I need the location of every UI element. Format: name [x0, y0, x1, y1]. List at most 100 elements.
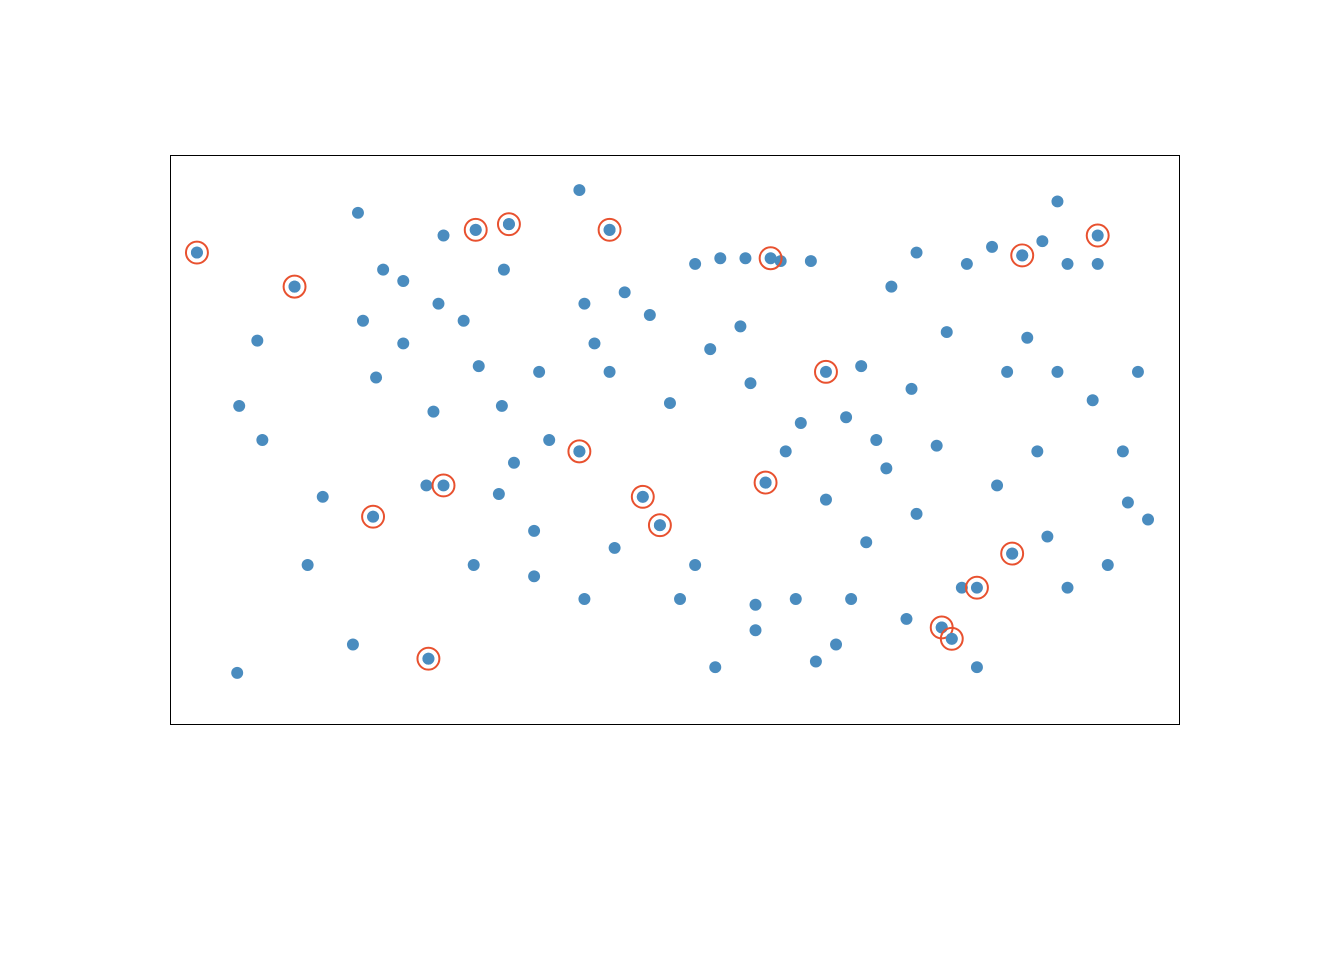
scatter-point: [438, 230, 450, 242]
scatter-point: [689, 559, 701, 571]
scatter-point: [1132, 366, 1144, 378]
scatter-point: [1051, 195, 1063, 207]
scatter-point: [533, 366, 545, 378]
highlight-rings: [186, 213, 1109, 669]
scatter-point: [377, 264, 389, 276]
highlight-point: [573, 445, 585, 457]
highlight-point: [637, 491, 649, 503]
scatter-point: [231, 667, 243, 679]
scatter-point: [845, 593, 857, 605]
scatter-point: [870, 434, 882, 446]
scatter-point: [810, 656, 822, 668]
scatter-point: [961, 258, 973, 270]
scatter-point: [1031, 445, 1043, 457]
scatter-point: [352, 207, 364, 219]
scatter-point: [233, 400, 245, 412]
scatter-point: [780, 445, 792, 457]
scatter-point: [493, 488, 505, 500]
scatter-point: [1102, 559, 1114, 571]
scatter-point: [1051, 366, 1063, 378]
highlight-point: [760, 477, 772, 489]
highlight-point: [820, 366, 832, 378]
scatter-point: [1117, 445, 1129, 457]
scatter-point: [790, 593, 802, 605]
scatter-point: [433, 298, 445, 310]
scatter-point: [1041, 531, 1053, 543]
scatter-point: [830, 639, 842, 651]
scatter-point: [906, 383, 918, 395]
scatter-point: [357, 315, 369, 327]
highlight-point: [470, 224, 482, 236]
scatter-point: [1122, 497, 1134, 509]
scatter-point: [745, 377, 757, 389]
scatter-point: [604, 366, 616, 378]
highlight-point: [936, 621, 948, 633]
scatter-point: [986, 241, 998, 253]
scatter-plot: [171, 156, 1179, 724]
scatter-point: [911, 247, 923, 259]
scatter-point: [674, 593, 686, 605]
highlight-point: [367, 511, 379, 523]
scatter-point: [397, 337, 409, 349]
scatter-point: [578, 593, 590, 605]
scatter-point: [302, 559, 314, 571]
highlight-point: [946, 633, 958, 645]
plot-frame: [170, 155, 1180, 725]
highlight-point: [604, 224, 616, 236]
scatter-point: [860, 536, 872, 548]
scatter-point: [397, 275, 409, 287]
scatter-point: [543, 434, 555, 446]
scatter-point: [855, 360, 867, 372]
scatter-point: [420, 479, 432, 491]
scatter-point: [1062, 258, 1074, 270]
scatter-point: [644, 309, 656, 321]
highlight-point: [1016, 249, 1028, 261]
scatter-point: [704, 343, 716, 355]
scatter-point: [734, 320, 746, 332]
highlight-point: [971, 582, 983, 594]
scatter-point: [840, 411, 852, 423]
scatter-point: [689, 258, 701, 270]
scatter-point: [739, 252, 751, 264]
scatter-point: [251, 335, 263, 347]
scatter-point: [498, 264, 510, 276]
scatter-point: [714, 252, 726, 264]
scatter-point: [805, 255, 817, 267]
scatter-point: [795, 417, 807, 429]
scatter-point: [578, 298, 590, 310]
scatter-point: [1062, 582, 1074, 594]
scatter-point: [427, 406, 439, 418]
scatter-point: [1036, 235, 1048, 247]
highlight-point: [191, 247, 203, 259]
scatter-point: [1142, 514, 1154, 526]
highlight-point: [289, 281, 301, 293]
scatter-point: [750, 599, 762, 611]
scatter-point: [528, 525, 540, 537]
scatter-point: [1001, 366, 1013, 378]
scatter-point: [820, 494, 832, 506]
scatter-point: [496, 400, 508, 412]
canvas: [0, 0, 1344, 960]
scatter-point: [347, 639, 359, 651]
scatter-point: [573, 184, 585, 196]
highlight-point: [765, 252, 777, 264]
scatter-point: [458, 315, 470, 327]
scatter-point: [664, 397, 676, 409]
scatter-point: [885, 281, 897, 293]
scatter-point: [468, 559, 480, 571]
scatter-point: [473, 360, 485, 372]
scatter-point: [971, 661, 983, 673]
scatter-point: [880, 462, 892, 474]
scatter-points: [191, 184, 1154, 679]
scatter-point: [508, 457, 520, 469]
scatter-point: [619, 286, 631, 298]
highlight-point: [438, 479, 450, 491]
scatter-point: [1021, 332, 1033, 344]
scatter-point: [370, 372, 382, 384]
scatter-point: [941, 326, 953, 338]
scatter-point: [931, 440, 943, 452]
scatter-point: [991, 479, 1003, 491]
highlight-point: [503, 218, 515, 230]
scatter-point: [1092, 258, 1104, 270]
scatter-point: [750, 624, 762, 636]
